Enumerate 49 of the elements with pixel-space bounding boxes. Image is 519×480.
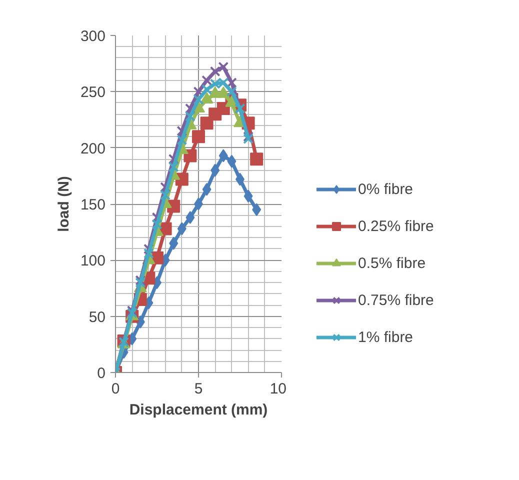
y-axis-title: load (N) [55,176,72,232]
x-tick-label: 10 [270,380,287,398]
y-tick-label: 200 [80,140,106,158]
point [168,162,179,172]
point [152,218,162,230]
y-tick-label: 150 [80,196,106,214]
y-tick-label: 100 [80,252,106,270]
point [193,86,204,97]
y-tick-label: 300 [80,28,106,45]
point [193,94,204,105]
legend-label: 1% fibre [358,328,414,346]
point [243,134,254,144]
point [243,131,254,142]
point [192,130,205,144]
point [184,103,196,114]
point [143,244,154,254]
point [252,203,262,216]
point [126,305,138,316]
legend-label: 0.75% fibre [358,292,434,308]
point [168,154,179,164]
point [143,248,154,259]
point [218,62,229,72]
point [177,222,186,236]
legend-label: 0% fibre [358,180,414,198]
point [186,210,195,224]
point [226,77,237,88]
x-tick-label: 0 [111,380,120,398]
point [202,84,212,95]
point [202,75,212,86]
point [176,134,188,146]
point [160,190,171,200]
point [227,154,236,168]
point [210,164,220,177]
point [202,182,212,196]
y-tick-label: 250 [80,84,106,102]
point [226,86,237,97]
x-axis-title: Displacement (mm) [129,402,268,418]
x-tick-label: 5 [194,380,203,398]
point [184,111,196,122]
point [218,149,228,162]
point [250,152,264,166]
y-tick-label: 0 [97,365,106,382]
point [176,126,188,136]
point [169,236,178,250]
point [244,190,253,203]
legend-label: 0.5% fibre [358,254,426,272]
point [210,66,220,77]
legend-label: 0.25% fibre [358,218,434,234]
y-tick-label: 50 [88,308,106,326]
